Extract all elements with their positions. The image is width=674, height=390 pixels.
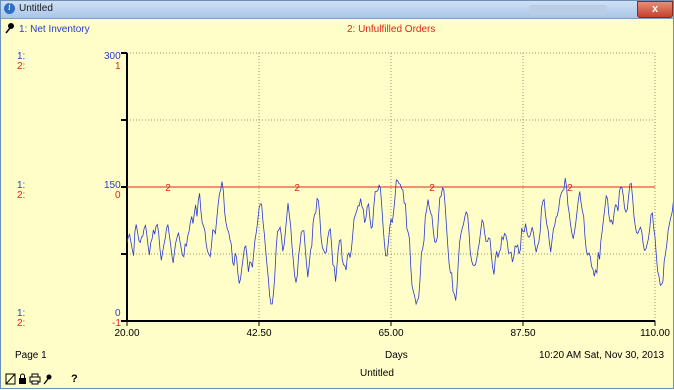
series-2-marker-label: 2: [165, 183, 171, 194]
series-2-marker-label: 2: [567, 183, 573, 194]
window-title: Untitled: [19, 3, 53, 14]
series-2-marker-label: 2: [294, 183, 300, 194]
x-tick-label: 87.50: [510, 328, 535, 339]
timestamp: 10:20 AM Sat, Nov 30, 2013: [539, 350, 665, 361]
x-tick-label: 110.00: [640, 328, 670, 339]
print-icon[interactable]: [29, 373, 41, 385]
axis-prefix-2-top: 2:: [17, 61, 26, 72]
x-tick-label: 20.00: [114, 328, 139, 339]
series-1-line: [126, 178, 673, 306]
x-axis-label: Days: [385, 350, 408, 361]
pin-icon[interactable]: [43, 374, 52, 385]
axis-tick-2-bottom: -1: [112, 318, 121, 329]
document-title: Untitled: [360, 368, 394, 379]
help-button[interactable]: ?: [71, 373, 78, 385]
axis-tick-1-top: 300: [104, 51, 121, 62]
app-icon: i: [4, 3, 15, 14]
x-tick-labels: 20.00 42.50 65.00 87.50 110.00: [114, 328, 670, 339]
x-tick-label: 42.50: [246, 328, 271, 339]
axis-prefix-1-mid: 1:: [17, 180, 26, 191]
axis-tick-1-mid: 150: [104, 180, 121, 191]
series-net-inventory: [126, 178, 673, 306]
title-bar[interactable]: i Untitled x: [1, 1, 673, 19]
close-button[interactable]: x: [637, 1, 673, 18]
axes: [121, 52, 656, 326]
axis-prefix-1-top: 1:: [17, 51, 26, 62]
page-label: Page 1: [15, 350, 47, 361]
axis-prefix-2-bottom: 2:: [17, 318, 26, 329]
page-icon[interactable]: [5, 373, 16, 385]
title-bar-blurred-area: [529, 5, 607, 15]
grid: [127, 52, 656, 321]
bottom-toolbar: [5, 373, 65, 388]
pin-icon[interactable]: [5, 22, 15, 37]
axis-prefix-2-mid: 2:: [17, 190, 26, 201]
axis-prefix-1-bottom: 1:: [17, 308, 26, 319]
axis-tick-2-mid: 0: [115, 190, 121, 201]
legend-series-1: 1: Net Inventory: [19, 24, 90, 35]
lock-icon[interactable]: [19, 373, 26, 384]
axis-tick-1-bottom: 0: [115, 308, 121, 319]
series-2-marker-label: 2: [429, 183, 435, 194]
axis-tick-2-top: 1: [115, 61, 121, 72]
legend-series-2: 2: Unfulfilled Orders: [347, 24, 436, 35]
x-tick-label: 65.00: [378, 328, 403, 339]
